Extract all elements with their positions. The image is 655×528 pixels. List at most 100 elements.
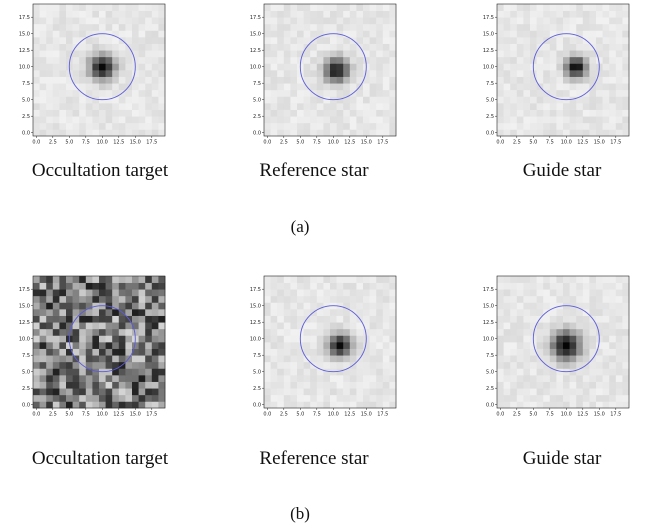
- pixel: [536, 388, 544, 396]
- pixel: [85, 23, 93, 31]
- pixel: [72, 368, 80, 376]
- pixel: [530, 70, 537, 77]
- pixel: [79, 23, 87, 31]
- pixel: [151, 335, 159, 343]
- pixel: [576, 289, 584, 297]
- pixel: [270, 348, 278, 356]
- pixel: [52, 122, 60, 130]
- pixel: [323, 109, 331, 117]
- pixel: [503, 116, 511, 124]
- pixel: [536, 289, 544, 297]
- pixel: [349, 295, 357, 303]
- pixel: [369, 103, 377, 110]
- pixel: [516, 289, 524, 297]
- pixel: [563, 10, 570, 18]
- pixel: [536, 348, 544, 356]
- pixel: [510, 10, 518, 18]
- pixel: [376, 43, 384, 51]
- pixel: [336, 401, 344, 409]
- pixel: [290, 30, 298, 38]
- pixel: [569, 361, 577, 369]
- pixel: [290, 83, 298, 91]
- cutout-panel: 0.0 0.0 2.5 2.5 5.0 5.0 7.5 7.5 10.0 10.0 12.5 12.5…: [481, 0, 641, 160]
- pixel: [132, 309, 139, 316]
- pixel: [316, 361, 324, 369]
- pixel: [382, 96, 390, 104]
- pixel: [549, 103, 557, 110]
- pixel: [158, 302, 166, 310]
- pixel: [72, 388, 80, 396]
- pixel: [510, 43, 518, 51]
- y-tick-label: 0.0: [22, 402, 30, 408]
- pixel: [72, 23, 80, 31]
- pixel: [615, 43, 623, 51]
- pixel: [66, 315, 73, 323]
- pixel: [349, 322, 357, 330]
- pixel: [369, 116, 377, 124]
- pixel: [52, 10, 60, 18]
- pixel: [536, 70, 544, 77]
- pixel: [85, 103, 93, 110]
- pixel: [72, 401, 80, 409]
- pixel: [118, 50, 126, 58]
- pixel: [602, 63, 610, 71]
- x-tick-label: 5.0: [296, 140, 304, 146]
- pixel: [59, 302, 67, 310]
- pixel: [382, 76, 390, 84]
- pixel: [343, 328, 351, 336]
- pixel: [516, 50, 524, 58]
- pixel: [118, 375, 126, 382]
- pixel: [270, 56, 278, 64]
- pixel: [589, 381, 597, 389]
- x-tick-label: 5.0: [65, 412, 73, 418]
- pixel: [503, 83, 511, 91]
- pixel: [543, 368, 551, 376]
- pixel: [39, 295, 47, 303]
- pixel: [132, 96, 139, 104]
- pixel: [264, 302, 271, 310]
- pixel: [369, 63, 377, 71]
- pixel: [602, 388, 610, 396]
- pixel: [132, 368, 139, 376]
- pixel: [59, 401, 67, 409]
- pixel: [576, 401, 584, 409]
- pixel: [316, 76, 324, 84]
- pixel: [99, 335, 106, 343]
- pixel: [543, 83, 551, 91]
- pixel: [343, 348, 351, 356]
- pixel: [376, 103, 384, 110]
- pixel: [33, 342, 40, 349]
- pixel: [290, 368, 298, 376]
- pixel: [138, 4, 146, 11]
- pixel: [323, 295, 331, 303]
- pixel: [609, 96, 617, 104]
- pixel: [596, 10, 603, 18]
- pixel: [356, 129, 364, 137]
- pixel: [336, 70, 344, 77]
- pixel: [369, 302, 377, 310]
- pixel: [277, 37, 285, 44]
- pixel: [530, 342, 537, 349]
- pixel: [303, 401, 311, 409]
- pixel: [609, 276, 617, 283]
- pixel: [310, 96, 318, 104]
- pixel: [118, 289, 126, 297]
- pixel: [118, 10, 126, 18]
- pixel: [118, 401, 126, 409]
- pixel: [569, 83, 577, 91]
- pixel: [543, 10, 551, 18]
- pixel: [316, 70, 324, 77]
- pixel: [615, 63, 623, 71]
- pixel: [589, 109, 597, 117]
- pixel: [145, 315, 153, 323]
- pixel: [33, 129, 40, 137]
- pixel: [310, 348, 318, 356]
- pixel: [516, 63, 524, 71]
- pixel: [622, 355, 630, 363]
- y-tick-label: 7.5: [253, 353, 261, 359]
- pixel: [576, 276, 584, 283]
- pixel: [290, 315, 298, 323]
- pixel: [589, 295, 597, 303]
- pixel: [151, 129, 159, 137]
- pixel: [310, 50, 318, 58]
